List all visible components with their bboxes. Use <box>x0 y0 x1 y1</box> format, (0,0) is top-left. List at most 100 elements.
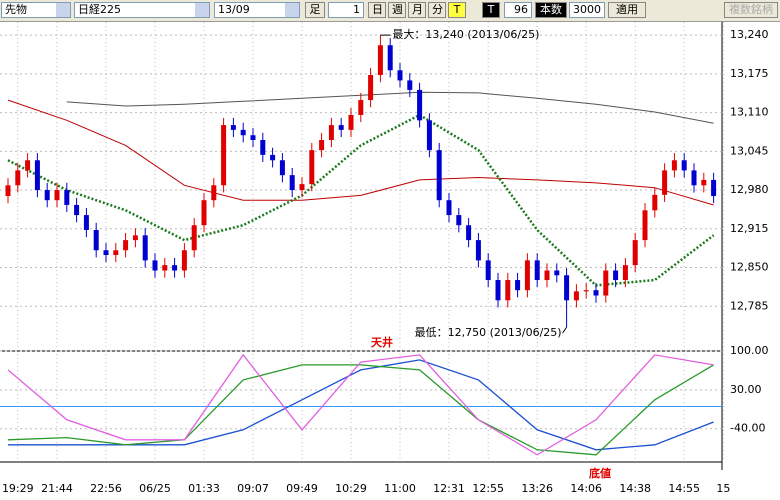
apply-button[interactable]: 適用 <box>608 2 646 18</box>
x-tick-label: 14:55 <box>668 482 700 495</box>
multi-button[interactable]: 複数銘柄 <box>724 2 778 18</box>
x-tick-label: 12:31 <box>433 482 465 495</box>
candle-body <box>211 185 217 201</box>
candle-body <box>534 260 540 281</box>
min-annotation: 最低：12,750 (2013/06/25) <box>415 326 562 339</box>
candle-body <box>407 80 413 90</box>
candle-body <box>681 160 687 171</box>
x-tick-label: 01:33 <box>188 482 220 495</box>
candle-body <box>299 184 305 191</box>
count-input[interactable]: 96 <box>504 2 532 18</box>
max-annotation: 最大：13,240 (2013/06/25) <box>392 27 539 41</box>
candle-body <box>515 280 521 291</box>
candle-body <box>466 225 472 241</box>
x-tick-label: 09:49 <box>286 482 318 495</box>
annotation-leader <box>562 326 568 334</box>
y-tick-label: 12,980 <box>730 183 769 196</box>
x-tick-label: 14:38 <box>619 482 651 495</box>
candle-body <box>338 125 344 130</box>
candle-body <box>613 270 619 281</box>
candle-body <box>123 240 129 251</box>
x-tick-label: 09:07 <box>237 482 269 495</box>
candle-body <box>485 260 491 281</box>
x-tick-label: 11:00 <box>384 482 416 495</box>
candle-body <box>358 100 364 115</box>
symbol-select[interactable]: 日経225 <box>74 2 210 18</box>
candle-body <box>564 275 570 301</box>
candle-body <box>142 235 148 261</box>
candle-body <box>456 215 462 226</box>
candle-body <box>240 129 246 136</box>
candle-body <box>201 200 207 226</box>
candle-body <box>642 210 648 241</box>
candle-body <box>632 240 638 266</box>
y-tick-label: 13,240 <box>730 28 769 41</box>
toolbar: 先物 日経225 13/09 足 1 日 週 月 分 T T 96 本数 300… <box>0 0 780 22</box>
candle-body <box>701 179 707 186</box>
candle-body <box>328 125 334 140</box>
candle-body <box>152 260 158 271</box>
contract-select[interactable]: 13/09 <box>214 2 300 18</box>
candle-body <box>446 200 452 216</box>
candle-body <box>260 139 266 155</box>
candle-body <box>113 250 119 256</box>
candle-body <box>83 215 89 230</box>
candle-body <box>622 265 628 281</box>
candle-body <box>44 190 50 201</box>
candle-body <box>5 185 11 197</box>
candle-body <box>368 75 374 101</box>
oscillator-line <box>7 353 714 456</box>
x-tick-label: 10:29 <box>335 482 367 495</box>
top-annotation: 天井 <box>371 335 393 349</box>
y-tick-label: 12,850 <box>730 261 769 274</box>
y-tick-label: -40.00 <box>730 422 765 435</box>
period-button[interactable]: T <box>448 2 466 18</box>
period-button[interactable]: 分 <box>428 2 446 18</box>
candle-body <box>397 70 403 81</box>
period-button[interactable]: 日 <box>368 2 386 18</box>
y-tick-label: 100.00 <box>730 344 769 357</box>
candle-body <box>348 114 354 130</box>
candle-body <box>662 170 668 195</box>
candle-body <box>93 229 99 251</box>
candle-body <box>289 175 295 191</box>
y-tick-label: 12,915 <box>730 222 769 235</box>
bars-input[interactable]: 3000 <box>569 2 605 18</box>
candle-body <box>436 150 442 201</box>
candle-body <box>181 250 187 271</box>
tick-button[interactable]: T <box>482 2 500 18</box>
bars-label: 本数 <box>535 2 567 18</box>
x-tick-label: 15 <box>716 482 730 495</box>
candle-body <box>417 89 423 121</box>
moving-average <box>66 91 714 124</box>
candle-body <box>132 235 138 241</box>
oscillator-line <box>7 364 714 456</box>
x-tick-label: 14:06 <box>570 482 602 495</box>
candle-body <box>15 170 21 186</box>
y-tick-label: 13,175 <box>730 67 769 80</box>
x-tick-label: 12:55 <box>472 482 504 495</box>
y-tick-label: 12,785 <box>730 299 769 312</box>
candle-body <box>34 160 40 191</box>
candle-body <box>103 250 109 256</box>
moving-average <box>7 99 714 206</box>
candle-body <box>524 260 530 291</box>
candle-body <box>162 265 168 271</box>
period-button[interactable]: 週 <box>388 2 406 18</box>
candle-body <box>387 45 393 71</box>
candle-body <box>603 270 609 296</box>
candle-body <box>279 160 285 176</box>
candle-body <box>172 265 178 271</box>
candle-body <box>426 120 432 151</box>
ashi-label: 足 <box>305 2 325 18</box>
candle-body <box>593 290 599 296</box>
period-button[interactable]: 月 <box>408 2 426 18</box>
x-tick-label: 21:44 <box>41 482 73 495</box>
interval-input[interactable]: 1 <box>328 2 364 18</box>
candle-body <box>691 170 697 186</box>
candle-body <box>74 204 80 216</box>
y-tick-label: 13,045 <box>730 144 769 157</box>
market-select[interactable]: 先物 <box>1 2 71 18</box>
